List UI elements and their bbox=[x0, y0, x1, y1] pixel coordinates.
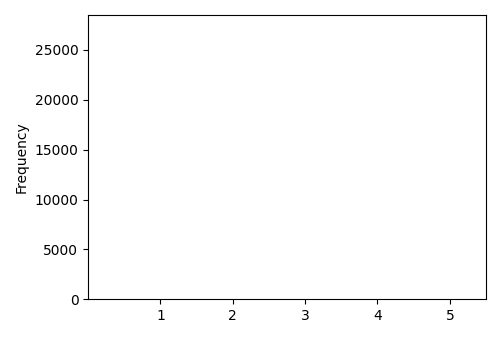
Y-axis label: Frequency: Frequency bbox=[15, 121, 29, 193]
